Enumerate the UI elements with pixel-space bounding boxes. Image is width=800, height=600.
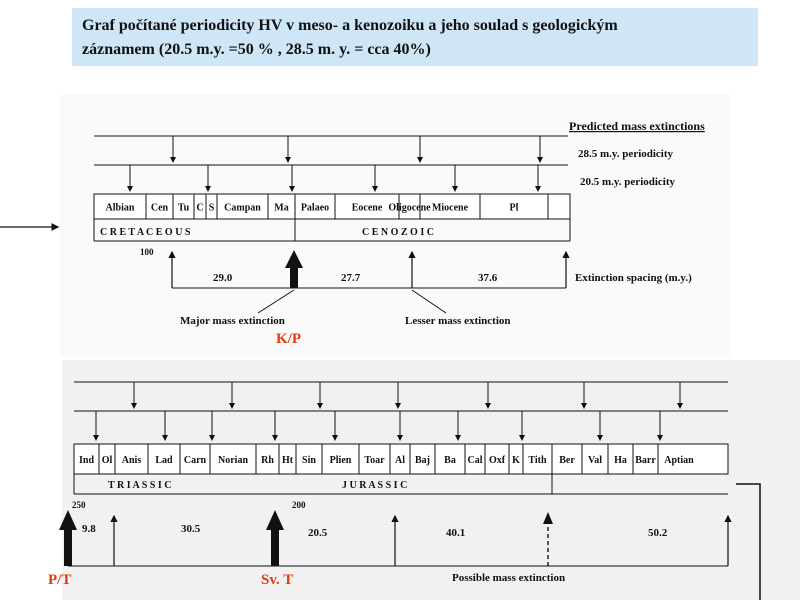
lesser-mass-extinction-label: Lesser mass extinction — [405, 315, 511, 327]
upper-stage-ma: Ma — [274, 203, 288, 214]
lower-stage-al: Al — [395, 455, 405, 466]
legend-spacing: Extinction spacing (m.y.) — [575, 272, 692, 284]
upper-stage-c: C — [196, 203, 203, 214]
spacing-29-0: 29.0 — [213, 272, 233, 284]
upper-stage-s: S — [209, 203, 215, 214]
tick-200: 200 — [292, 500, 306, 510]
title-line-1: Graf počítané periodicity HV v meso- a k… — [82, 17, 618, 34]
tick-100: 100 — [140, 247, 154, 257]
upper-stage-eocene: Eocene — [352, 203, 383, 214]
title-box: Graf počítané periodicity HV v meso- a k… — [72, 8, 758, 66]
lower-stage-aptian: Aptian — [664, 455, 694, 466]
lower-stage-carn: Carn — [184, 455, 207, 466]
lower-stage-k: K — [512, 455, 520, 466]
lower-stage-barr: Barr — [635, 455, 656, 466]
spacing-50-2: 50.2 — [648, 527, 668, 539]
era-jurassic: J U R A S S I C — [342, 480, 407, 491]
era-cenozoic: C E N O Z O I C — [362, 227, 434, 238]
lower-stage-rh: Rh — [261, 455, 274, 466]
era-cretaceous: C R E T A C E O U S — [100, 227, 191, 238]
right-bracket-line — [736, 483, 761, 600]
upper-stage-oligocene: Oligocene — [388, 203, 431, 214]
pt-boundary-label: P/T — [48, 572, 71, 588]
lower-stage-ind: Ind — [79, 455, 94, 466]
upper-stage-campan: Campan — [224, 203, 261, 214]
legend-28-5: 28.5 m.y. periodicity — [578, 148, 674, 160]
lower-stage-plien: Plien — [330, 455, 352, 466]
spacing-40-1: 40.1 — [446, 527, 465, 539]
possible-mass-extinction-label: Possible mass extinction — [452, 572, 565, 584]
lower-stage-norian: Norian — [218, 455, 248, 466]
lower-stage-ha: Ha — [614, 455, 627, 466]
spacing-37-6: 37.6 — [478, 272, 498, 284]
lower-stage-ber: Ber — [559, 455, 575, 466]
upper-stage-miocene: Miocene — [432, 203, 469, 214]
lower-stage-sin: Sin — [302, 455, 316, 466]
lower-stage-baj: Baj — [415, 455, 430, 466]
lower-stage-val: Val — [588, 455, 602, 466]
upper-stage-palaeo: Palaeo — [301, 203, 329, 214]
lower-stage-toar: Toar — [364, 455, 385, 466]
major-mass-extinction-label: Major mass extinction — [180, 315, 285, 327]
legend-20-5: 20.5 m.y. periodicity — [580, 176, 676, 188]
lower-stage-ht: Ht — [282, 455, 294, 466]
upper-figure: Predicted mass extinctions 28.5 m.y. per… — [93, 119, 705, 327]
legend-heading: Predicted mass extinctions — [569, 119, 705, 133]
lower-stage-ol: Ol — [102, 455, 113, 466]
lower-stage-cal: Cal — [468, 455, 483, 466]
spacing-27-7: 27.7 — [341, 272, 361, 284]
lower-stage-lad: Lad — [155, 455, 173, 466]
lower-stage-anis: Anis — [122, 455, 142, 466]
spacing-20-5: 20.5 — [308, 527, 328, 539]
tick-250: 250 — [72, 500, 86, 510]
lower-stage-oxf: Oxf — [489, 455, 506, 466]
upper-stage-tu: Tu — [178, 203, 190, 214]
upper-stage-pl: Pl — [510, 203, 519, 214]
upper-stage-albian: Albian — [106, 203, 135, 214]
svt-boundary-label: Sv. T — [261, 572, 293, 588]
title-line-2: záznamem (20.5 m.y. =50 % , 28.5 m. y. =… — [82, 41, 431, 58]
kp-boundary-label: K/P — [276, 331, 301, 347]
spacing-30-5: 30.5 — [181, 523, 201, 535]
spacing-9-8: 9.8 — [82, 523, 96, 535]
lower-figure: Ind Ol Anis Lad Carn Norian Rh Ht Sin Plien Toar Al… — [59, 381, 732, 584]
lower-stage-ba: Ba — [444, 455, 456, 466]
era-triassic: T R I A S S I C — [108, 480, 171, 491]
lower-stage-tith: Tith — [528, 455, 547, 466]
upper-stage-cen: Cen — [151, 203, 169, 214]
